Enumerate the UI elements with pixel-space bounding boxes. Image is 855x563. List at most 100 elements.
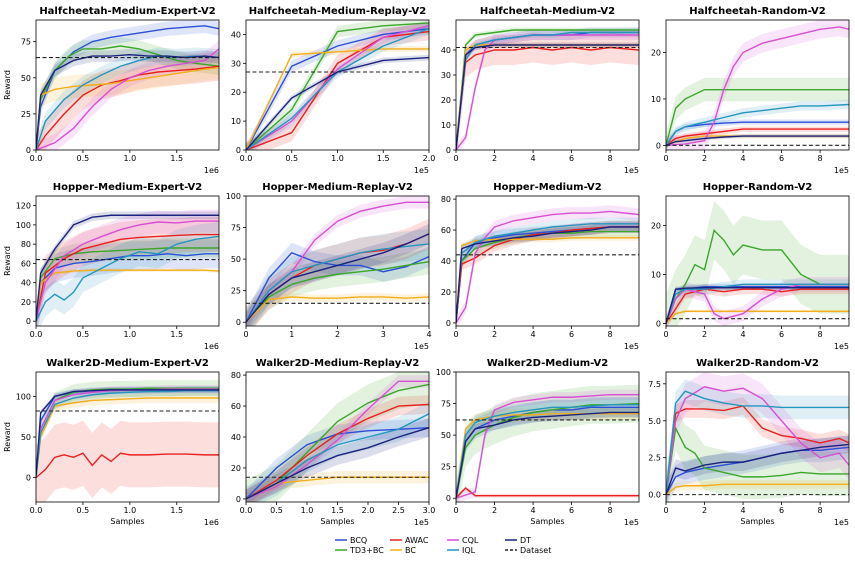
- x-tick-label: 3: [381, 330, 386, 339]
- y-tick-label: 25: [21, 110, 31, 119]
- y-tick-label: 40: [231, 30, 241, 39]
- legend-label: TD3+BC: [349, 546, 384, 555]
- confidence-band: [456, 407, 639, 502]
- plot-area: [666, 20, 849, 150]
- x-tick-label: 0.5: [77, 330, 90, 339]
- y-tick-label: 0: [656, 320, 661, 329]
- confidence-band: [666, 78, 849, 150]
- confidence-band: [456, 217, 639, 326]
- y-tick-label: 80: [441, 195, 451, 204]
- series-line-cql: [36, 48, 219, 150]
- confidence-band: [666, 435, 849, 502]
- x-tick-label: 0.0: [240, 154, 253, 163]
- confidence-band: [456, 205, 639, 326]
- confidence-band: [666, 279, 849, 326]
- series-line-td3bc: [456, 29, 639, 150]
- plot-area: [456, 384, 639, 502]
- series-line-dt: [36, 214, 219, 322]
- x-tick-label: 2: [702, 154, 707, 163]
- plot-area: [36, 20, 219, 150]
- y-tick-label: 20: [231, 88, 241, 97]
- series-line-bcq: [246, 27, 429, 150]
- y-tick-label: 10: [441, 121, 451, 130]
- x-scale-label: 1e6: [204, 342, 219, 351]
- x-tick-label: 4: [741, 330, 746, 339]
- y-axis-label: Reward: [3, 246, 12, 276]
- x-scale-label: 1e6: [204, 166, 219, 175]
- series-line-cql: [456, 210, 639, 324]
- chart-title: Halfcheetah-Medium-V2: [480, 6, 615, 17]
- y-tick-label: 60: [231, 402, 241, 411]
- series-line-awac: [246, 30, 429, 150]
- x-tick-label: 0.0: [30, 330, 43, 339]
- series-line-dt: [456, 44, 639, 150]
- x-tick-label: 6: [779, 154, 784, 163]
- y-tick-label: 20: [651, 49, 661, 58]
- x-tick-label: 6: [779, 506, 784, 515]
- series-line-awac: [456, 487, 639, 499]
- confidence-band: [666, 397, 849, 502]
- x-tick-label: 2: [702, 506, 707, 515]
- x-tick-label: 0: [453, 506, 458, 515]
- x-tick-label: 1.5: [170, 506, 183, 515]
- series-line-td3bc: [246, 22, 429, 150]
- series-line-iql: [666, 283, 849, 324]
- y-tick-label: 20: [21, 298, 31, 307]
- x-tick-label: 1.0: [331, 154, 344, 163]
- y-tick-label: 100: [16, 392, 31, 401]
- x-tick-label: 2.0: [423, 154, 436, 163]
- series-line-iql: [666, 390, 849, 495]
- confidence-band: [246, 242, 429, 326]
- chart-panel: Hopper-Medium-Expert-V2 0.0 0.5 1.0 1.5 0 20 40…: [3, 182, 220, 351]
- chart-panel: Halfcheetah-Medium-Expert-V2 0.0 0.5 1.0 1.5…: [3, 6, 220, 175]
- confidence-band: [36, 51, 219, 150]
- plot-area: [666, 200, 849, 326]
- chart-title: Halfcheetah-Random-V2: [689, 6, 825, 17]
- chart-title: Walker2D-Random-V2: [696, 358, 819, 369]
- series-line-td3bc: [666, 425, 849, 495]
- y-tick-label: 50: [231, 255, 241, 264]
- confidence-band: [36, 239, 219, 326]
- x-tick-label: 8: [818, 506, 823, 515]
- confidence-band: [246, 375, 429, 502]
- y-tick-label: 20: [231, 464, 241, 473]
- y-tick-label: 0: [236, 495, 241, 504]
- y-tick-label: 25: [441, 463, 451, 472]
- x-tick-label: 6: [569, 154, 574, 163]
- series-line-awac: [246, 403, 429, 500]
- y-tick-label: 100: [16, 221, 31, 230]
- series-line-awac: [666, 288, 849, 324]
- x-tick-label: 0.5: [285, 154, 298, 163]
- plot-area: [666, 372, 849, 502]
- plot-area: [246, 372, 429, 502]
- legend-label: Dataset: [520, 546, 551, 555]
- chart-title: Hopper-Medium-Replay-V2: [262, 182, 413, 193]
- x-tick-label: 6: [779, 330, 784, 339]
- x-tick-label: 0.0: [240, 506, 253, 515]
- x-tick-label: 1.5: [170, 330, 183, 339]
- series-line-dt: [246, 427, 429, 500]
- x-tick-label: 4: [741, 154, 746, 163]
- chart-title: Halfcheetah-Medium-Replay-V2: [249, 6, 427, 17]
- y-tick-label: 0: [446, 146, 451, 155]
- chart-title: Hopper-Random-V2: [703, 182, 813, 193]
- y-tick-label: 40: [21, 279, 31, 288]
- x-scale-label: 1e5: [414, 342, 429, 351]
- series-line-bc: [246, 48, 429, 150]
- axes-frame: [455, 371, 640, 503]
- y-tick-label: 20: [441, 96, 451, 105]
- axes-frame: [665, 371, 850, 503]
- legend-item: TD3+BC: [335, 546, 384, 555]
- series-line-td3bc: [246, 260, 429, 323]
- x-scale-label: 1e5: [834, 166, 849, 175]
- confidence-band: [36, 56, 219, 150]
- plot-area: [246, 196, 429, 326]
- y-tick-label: 0: [446, 319, 451, 328]
- x-tick-label: 1: [289, 330, 294, 339]
- y-tick-label: 0: [656, 141, 661, 150]
- y-tick-label: 10: [651, 95, 661, 104]
- confidence-band: [36, 420, 219, 502]
- series-line-dt: [246, 233, 429, 323]
- confidence-band: [456, 32, 639, 150]
- x-tick-label: 8: [608, 330, 613, 339]
